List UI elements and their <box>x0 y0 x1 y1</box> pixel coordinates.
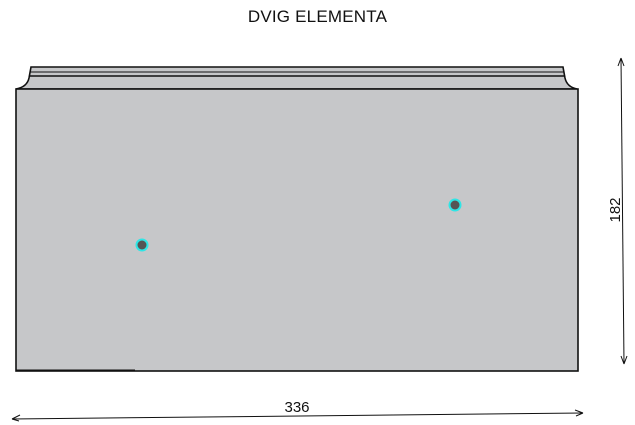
top-cap <box>15 66 578 90</box>
width-label: 336 <box>284 399 309 416</box>
width-dimension: 336 <box>11 399 584 422</box>
element-body <box>15 88 579 372</box>
height-dimension: 182 <box>607 57 628 365</box>
height-label: 182 <box>607 197 624 222</box>
drawing-title: DVIG ELEMENTA <box>247 7 388 26</box>
lifting-point-right <box>448 198 462 212</box>
lifting-point-left <box>135 238 149 252</box>
